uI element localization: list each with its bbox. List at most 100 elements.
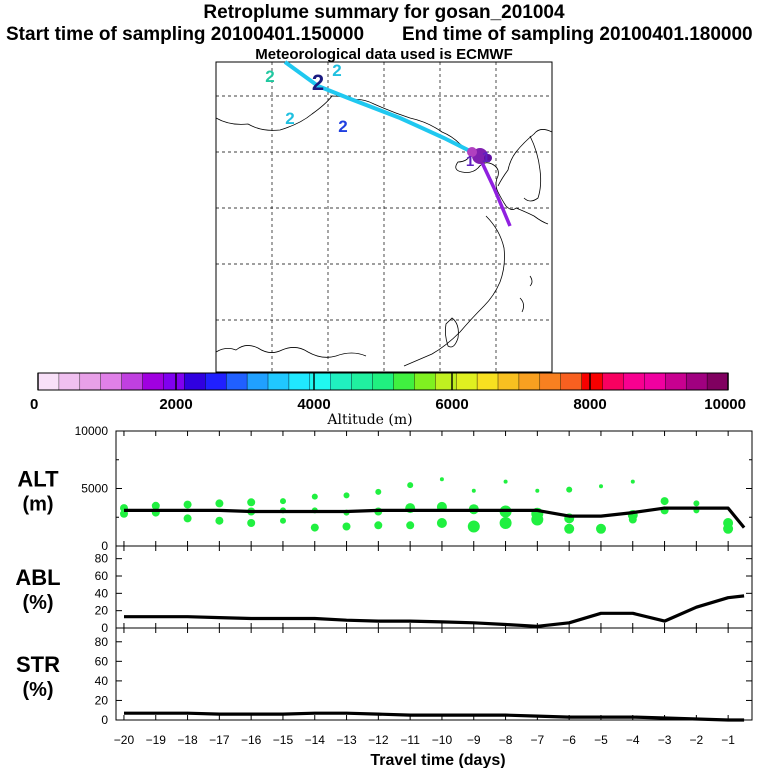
colorbar-cell bbox=[309, 372, 332, 391]
end-time-text: End time of sampling 20100401.180000 bbox=[402, 24, 753, 45]
particle-point bbox=[436, 518, 447, 528]
cluster-label: 2 bbox=[285, 109, 294, 128]
panel-label: ABL bbox=[15, 565, 60, 590]
colorbar-cell bbox=[100, 372, 123, 391]
particle-point bbox=[564, 523, 575, 534]
cluster-label: 2 bbox=[332, 61, 341, 80]
particle-point bbox=[375, 488, 382, 495]
altitude-colorbar: 0 2000 4000 6000 8000 10000 Altitude (m) bbox=[30, 372, 746, 428]
colorbar-cell bbox=[372, 372, 395, 391]
particle-point bbox=[247, 519, 256, 527]
y-tick-label: 0 bbox=[101, 539, 108, 553]
colorbar-cell bbox=[225, 372, 248, 391]
particle-point bbox=[628, 515, 637, 524]
colorbar-tick-label: 2000 bbox=[159, 396, 192, 413]
panel-alt: 0 5000 10000 ALT(m) bbox=[17, 424, 753, 553]
colorbar-cell bbox=[37, 372, 60, 391]
x-tick-label: −3 bbox=[658, 733, 672, 747]
panel-frame bbox=[115, 545, 753, 629]
panel-abl: 0 20 40 60 80 ABL(%) bbox=[15, 545, 753, 635]
colorbar-tick-label: 6000 bbox=[435, 396, 468, 413]
x-axis-label: Travel time (days) bbox=[370, 752, 505, 768]
particle-point bbox=[723, 518, 734, 528]
colorbar-tick-label: 8000 bbox=[573, 396, 606, 413]
x-tick-label: −17 bbox=[209, 733, 230, 747]
particle-point bbox=[247, 498, 256, 507]
y-tick-label: 40 bbox=[95, 674, 109, 688]
particle-point bbox=[183, 500, 192, 509]
colorbar-cell bbox=[58, 372, 81, 391]
cluster-label: 2 bbox=[338, 117, 347, 136]
cluster-label: 2 bbox=[265, 67, 274, 86]
x-tick-label: −10 bbox=[432, 733, 453, 747]
y-tick-label: 0 bbox=[101, 713, 108, 727]
colorbar-cell bbox=[288, 372, 311, 391]
x-tick-label: −2 bbox=[690, 733, 704, 747]
x-tick-label: −8 bbox=[499, 733, 513, 747]
colorbar-label: Altitude (m) bbox=[326, 412, 412, 428]
colorbar-cell bbox=[435, 372, 457, 391]
particle-point bbox=[531, 513, 544, 526]
cluster-label: 1 bbox=[466, 153, 474, 170]
release-cluster-2 bbox=[467, 147, 477, 157]
panel-unit: (m) bbox=[22, 494, 53, 516]
panel-unit: (%) bbox=[22, 679, 53, 701]
x-tick-label: −15 bbox=[273, 733, 294, 747]
x-tick-label: −20 bbox=[114, 733, 135, 747]
colorbar-cell bbox=[685, 372, 708, 391]
colorbar-cell bbox=[560, 372, 583, 391]
particle-point bbox=[499, 517, 512, 529]
particle-point bbox=[280, 517, 286, 524]
y-tick-label: 60 bbox=[95, 654, 109, 668]
colorbar-cell bbox=[414, 372, 436, 391]
y-tick-label: 40 bbox=[95, 586, 109, 600]
colorbar-cell bbox=[476, 372, 499, 391]
colorbar-cell bbox=[267, 372, 290, 391]
mean-line-alt bbox=[124, 506, 746, 529]
colorbar-cell bbox=[602, 372, 625, 391]
x-tick-label: −14 bbox=[305, 733, 326, 747]
colorbar-cell bbox=[184, 372, 206, 391]
x-tick-label: −12 bbox=[368, 733, 389, 747]
y-tick-label: 80 bbox=[95, 635, 109, 649]
map-gridlines bbox=[216, 62, 552, 372]
y-tick-label: 80 bbox=[95, 552, 109, 566]
x-tick-label: −5 bbox=[594, 733, 608, 747]
particle-point bbox=[374, 521, 383, 530]
colorbar-cell bbox=[393, 372, 415, 391]
colorbar-cell bbox=[330, 372, 353, 391]
particle-point bbox=[660, 497, 669, 506]
y-tick-label: 20 bbox=[95, 693, 109, 707]
particle-point bbox=[471, 488, 476, 493]
particle-point bbox=[693, 500, 700, 507]
panel-label: STR bbox=[16, 652, 60, 677]
colorbar-cell bbox=[665, 372, 687, 391]
colorbar-cell bbox=[351, 372, 374, 391]
trajectory-purple bbox=[476, 153, 512, 227]
x-tick-label: −19 bbox=[146, 733, 167, 747]
colorbar-cell bbox=[142, 372, 165, 391]
particle-point bbox=[407, 482, 414, 489]
cluster-label: 2 bbox=[312, 70, 324, 95]
particle-point bbox=[535, 488, 540, 493]
y-tick-label: 0 bbox=[101, 621, 108, 635]
colorbar-tick-label: 4000 bbox=[297, 396, 330, 413]
colorbar-cell bbox=[644, 372, 666, 391]
colorbar-cell bbox=[581, 372, 604, 391]
colorbar-tick-label: 0 bbox=[30, 396, 38, 413]
met-data-text: Meteorological data used is ECMWF bbox=[255, 46, 513, 63]
particle-point bbox=[439, 477, 444, 482]
plot-title: Retroplume summary for gosan_201004 bbox=[203, 2, 565, 23]
cluster-label: 1 bbox=[482, 149, 490, 166]
colorbar-cell bbox=[79, 372, 102, 391]
particle-point bbox=[310, 523, 319, 532]
panel-label: ALT bbox=[17, 467, 59, 492]
particle-point bbox=[406, 521, 415, 530]
colorbar-tick-label: 10000 bbox=[704, 396, 746, 413]
start-time-text: Start time of sampling 20100401.150000 bbox=[6, 24, 365, 45]
particle-point bbox=[183, 514, 192, 523]
colorbar-cell bbox=[518, 372, 541, 391]
particle-point bbox=[343, 492, 350, 499]
particle-point bbox=[599, 484, 603, 489]
